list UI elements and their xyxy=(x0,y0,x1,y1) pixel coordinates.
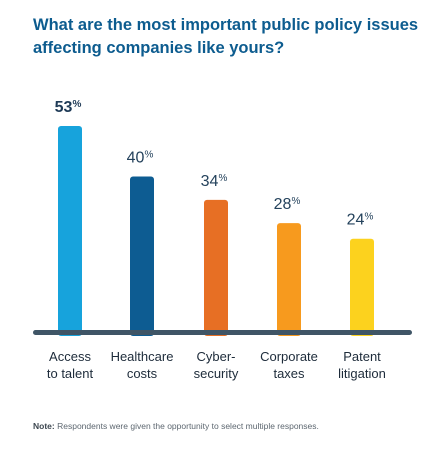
value-label-4: 24% xyxy=(347,212,374,229)
x-axis-line xyxy=(33,330,412,335)
value-label-3: 28% xyxy=(274,196,301,213)
bar-1 xyxy=(130,176,154,336)
category-label-2-line-0: Cyber- xyxy=(196,349,235,364)
category-label-2-line-1: security xyxy=(194,366,239,381)
bar-2 xyxy=(204,199,228,336)
bar-0 xyxy=(58,126,82,336)
category-label-3-line-1: taxes xyxy=(273,366,305,381)
category-label-3-line-0: Corporate xyxy=(260,349,318,364)
value-label-2: 34% xyxy=(201,173,228,190)
value-label-0: 53% xyxy=(55,99,82,116)
value-label-1: 40% xyxy=(127,150,154,167)
footnote-label: Note: xyxy=(33,421,55,431)
footnote: Note: Respondents were given the opportu… xyxy=(33,421,433,431)
category-label-4-line-0: Patent xyxy=(343,349,381,364)
category-label-4-line-1: litigation xyxy=(338,366,386,381)
category-label-1-line-1: costs xyxy=(127,366,158,381)
bar-4 xyxy=(350,238,374,336)
category-label-1-line-0: Healthcare xyxy=(111,349,174,364)
category-label-0-line-1: to talent xyxy=(47,366,94,381)
chart-title: What are the most important public polic… xyxy=(33,16,419,57)
bar-3 xyxy=(277,223,301,336)
footnote-text: Respondents were given the opportunity t… xyxy=(57,421,319,431)
category-label-0-line-0: Access xyxy=(49,349,91,364)
